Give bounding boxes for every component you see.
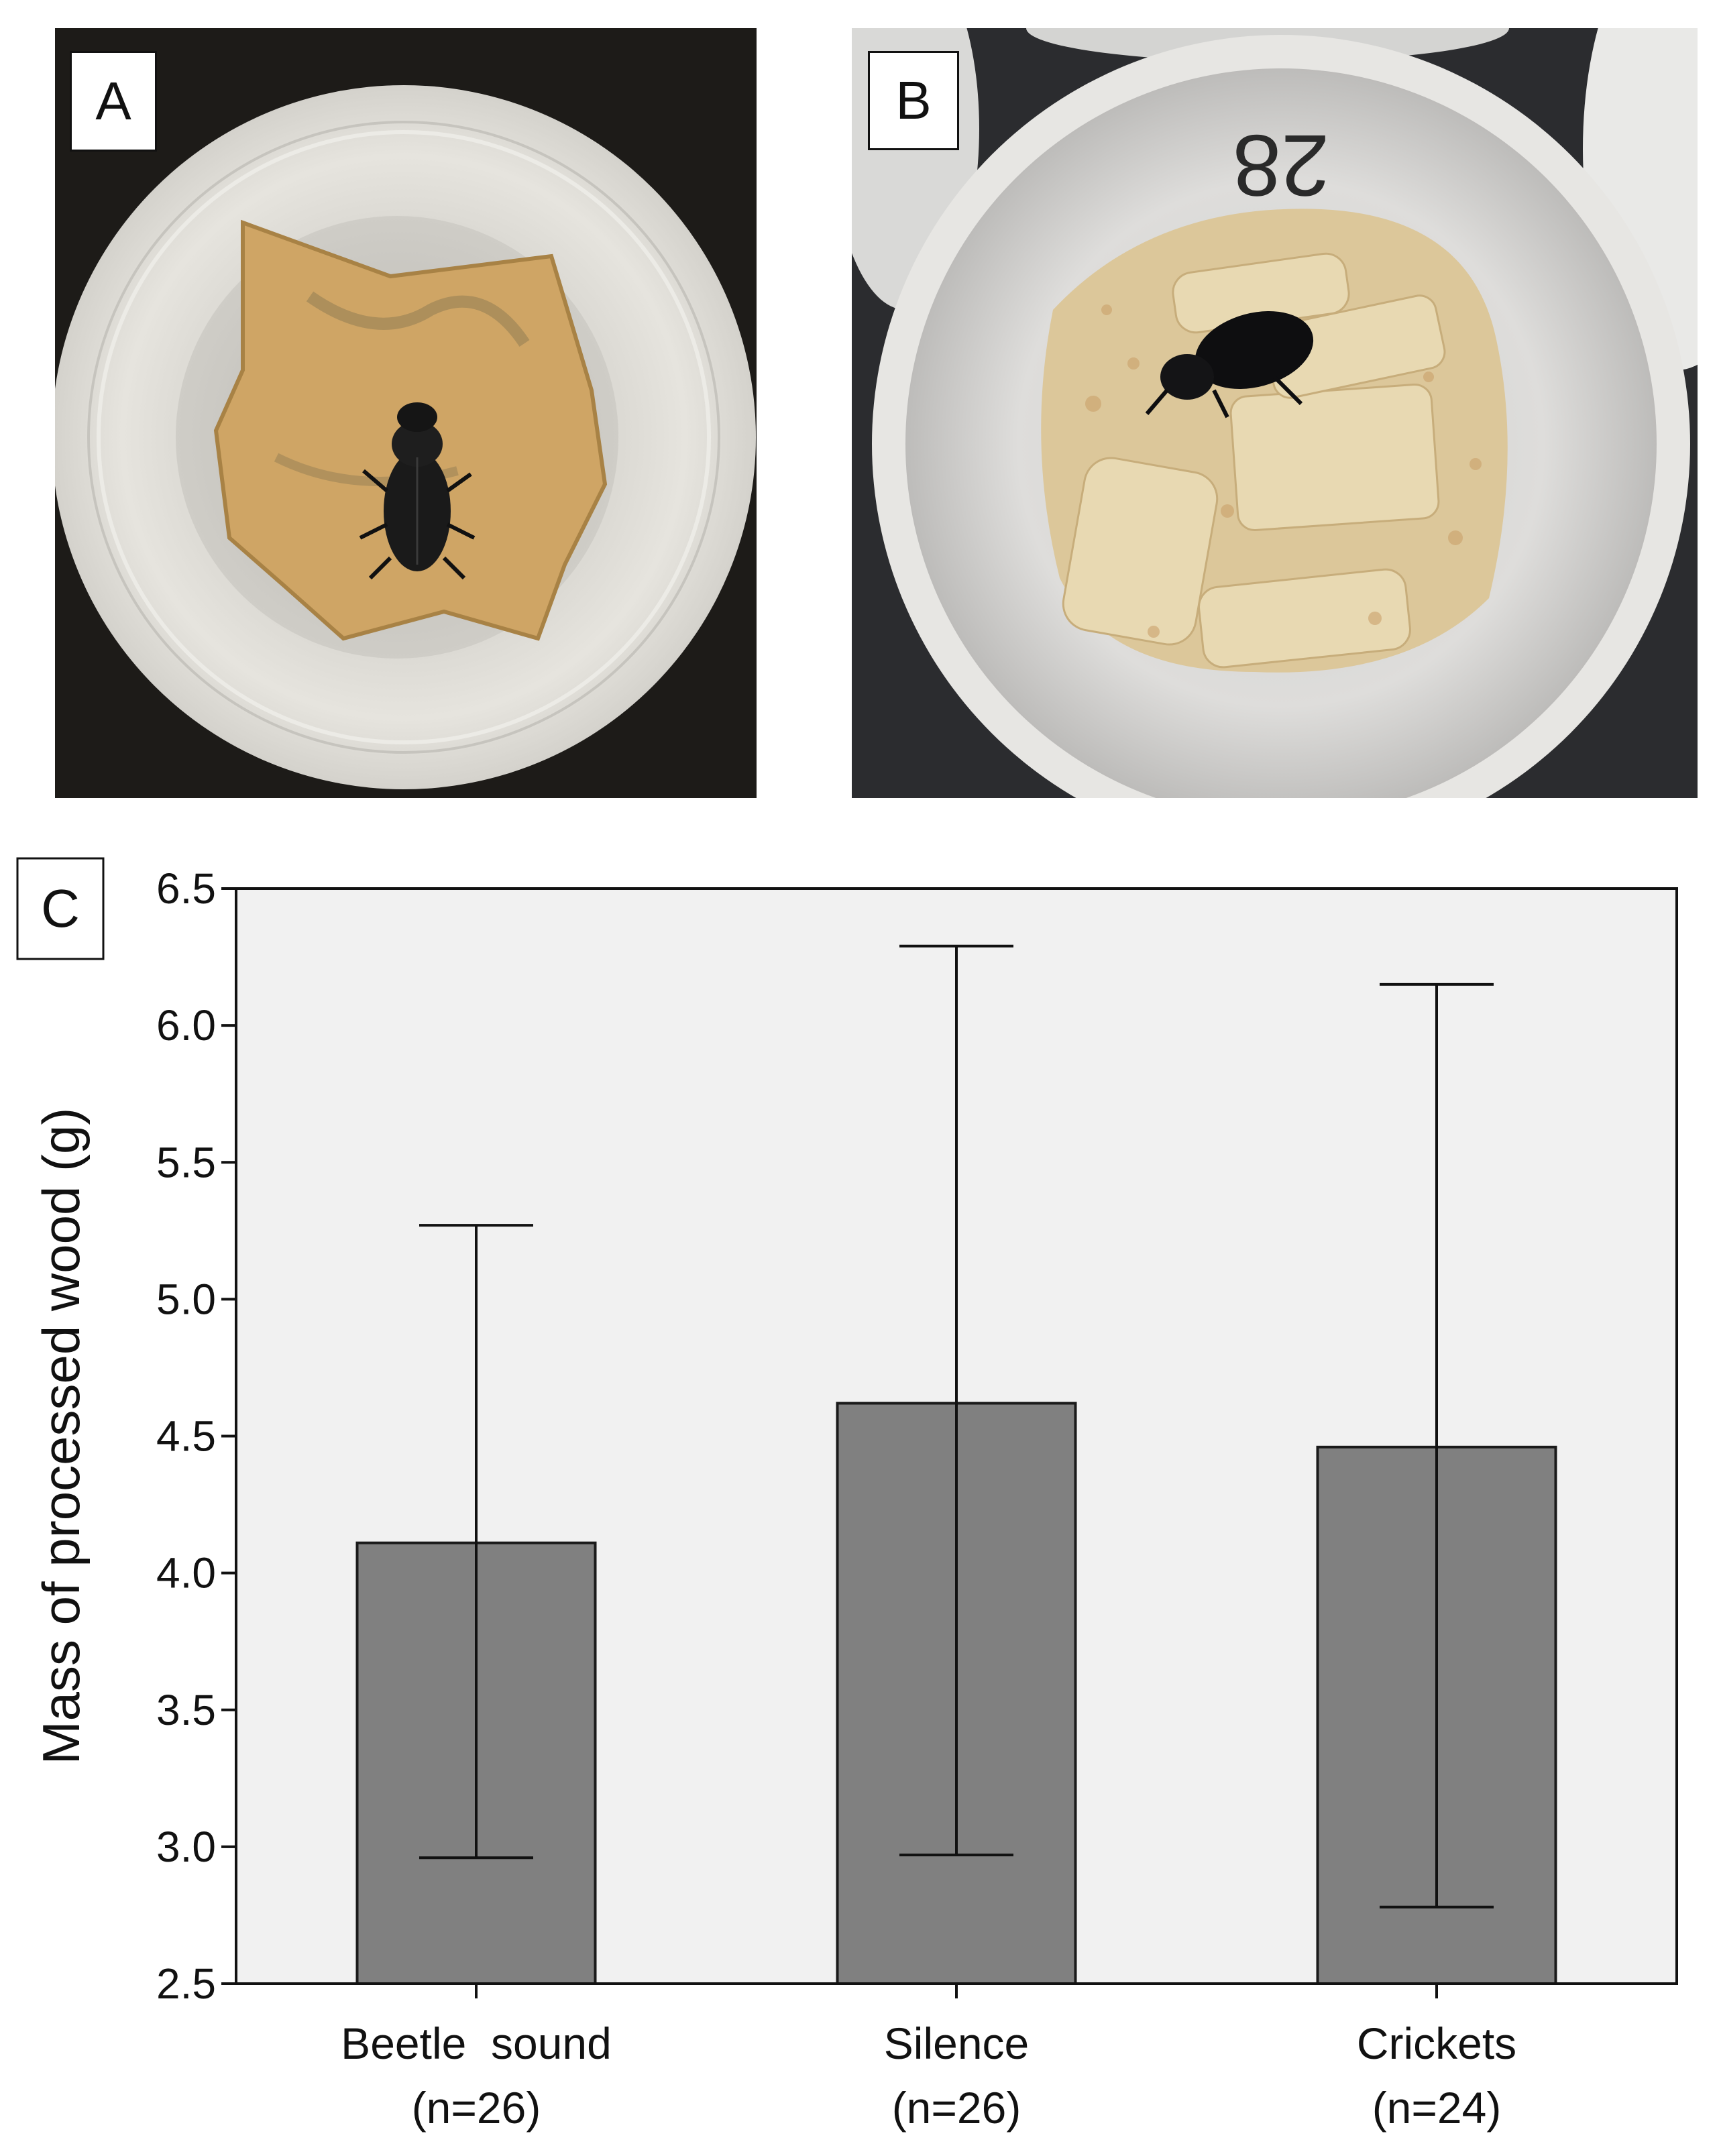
bar-chart: C 2.5 3.0 3.5 4.0 4.5 5.0 5.5 6.0 6.5 Beetle sou… xyxy=(16,857,1678,2133)
x-tick-label: Beetle sound xyxy=(341,2019,612,2068)
photo-panel-b: 28 B xyxy=(852,28,1698,798)
cup-marking: 28 xyxy=(1233,117,1330,215)
x-tick-sample-size: (n=26) xyxy=(412,2083,541,2133)
y-tick-label: 3.0 xyxy=(156,1823,216,1871)
y-tick-label: 5.5 xyxy=(156,1138,216,1186)
y-tick-label: 2.5 xyxy=(156,1960,216,2008)
y-tick-label: 4.0 xyxy=(156,1549,216,1597)
y-tick-label: 3.5 xyxy=(156,1686,216,1734)
panel-b-label: B xyxy=(868,51,959,150)
photo-panel-a: A xyxy=(55,28,757,798)
photo-a-image xyxy=(55,28,757,798)
panel-c-label-text: C xyxy=(41,878,80,938)
y-tick-label: 4.5 xyxy=(156,1412,216,1461)
y-tick-label: 6.0 xyxy=(156,1001,216,1049)
x-tick-sample-size: (n=26) xyxy=(892,2083,1021,2133)
y-tick-label: 6.5 xyxy=(156,864,216,913)
x-tick-label: Crickets xyxy=(1357,2019,1516,2068)
panel-c-label: C xyxy=(16,857,105,960)
bar-chart-panel: C 2.5 3.0 3.5 4.0 4.5 5.0 5.5 6.0 6.5 Beetle sou… xyxy=(0,825,1719,2156)
x-tick-label: Silence xyxy=(884,2019,1029,2068)
x-tick-sample-size: (n=24) xyxy=(1372,2083,1502,2133)
y-axis-title: Mass of processed wood (g) xyxy=(32,1108,91,1765)
photo-b-image: 28 xyxy=(852,28,1698,798)
y-tick-label: 5.0 xyxy=(156,1275,216,1323)
panel-a-label: A xyxy=(70,51,157,152)
